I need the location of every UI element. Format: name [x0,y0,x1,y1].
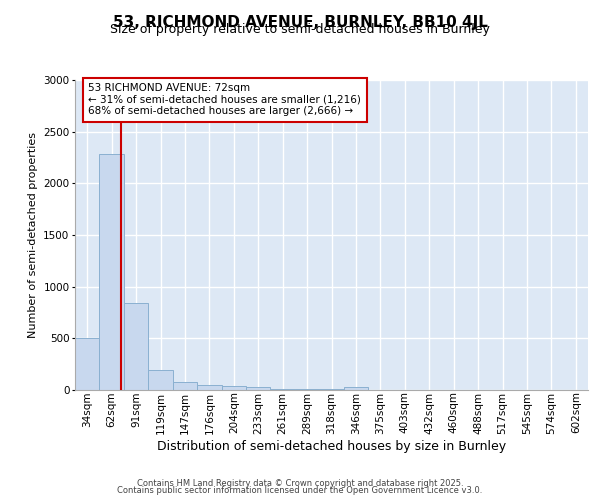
Text: 53, RICHMOND AVENUE, BURNLEY, BB10 4JL: 53, RICHMOND AVENUE, BURNLEY, BB10 4JL [113,15,487,30]
Bar [173,382,197,390]
Text: Size of property relative to semi-detached houses in Burnley: Size of property relative to semi-detach… [110,22,490,36]
Text: 53 RICHMOND AVENUE: 72sqm
← 31% of semi-detached houses are smaller (1,216)
68% : 53 RICHMOND AVENUE: 72sqm ← 31% of semi-… [88,83,361,116]
Text: Contains HM Land Registry data © Crown copyright and database right 2025.: Contains HM Land Registry data © Crown c… [137,478,463,488]
Bar [221,386,246,390]
Bar [148,370,173,390]
Text: Contains public sector information licensed under the Open Government Licence v3: Contains public sector information licen… [118,486,482,495]
X-axis label: Distribution of semi-detached houses by size in Burnley: Distribution of semi-detached houses by … [157,440,506,454]
Y-axis label: Number of semi-detached properties: Number of semi-detached properties [28,132,38,338]
Bar [100,154,124,390]
Bar [344,387,368,390]
Bar [246,388,271,390]
Bar [75,338,100,390]
Bar [124,303,148,390]
Bar [197,385,221,390]
